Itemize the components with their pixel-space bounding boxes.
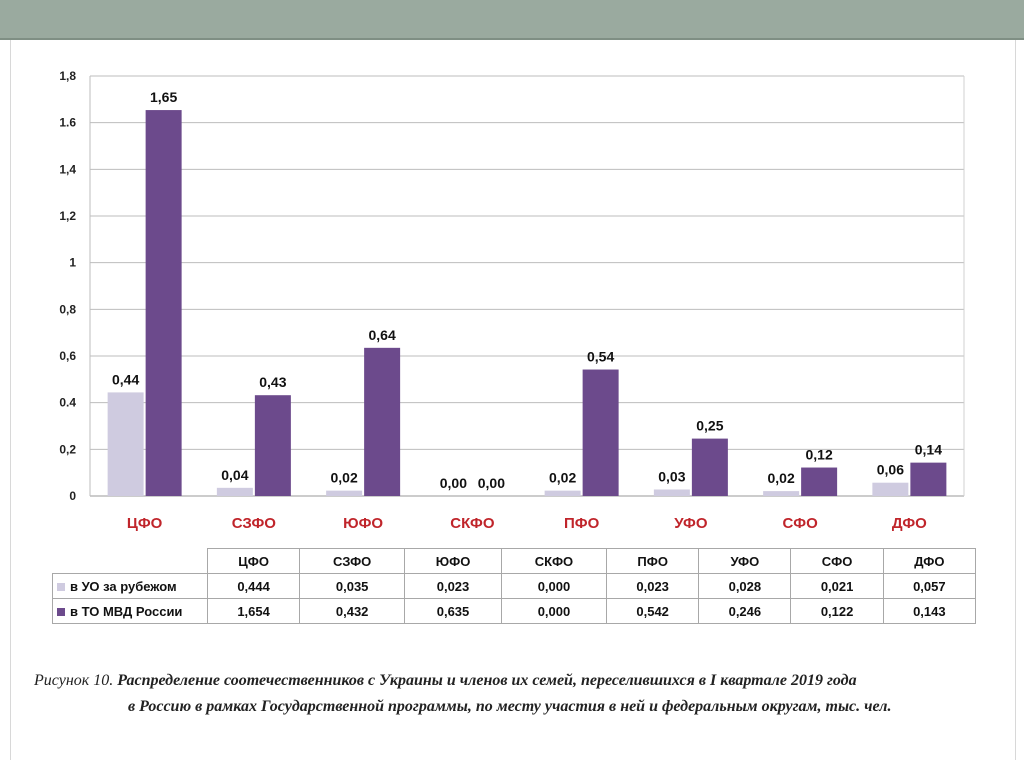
table-cell: 0,246 — [698, 598, 792, 624]
y-tick-label: 1,8 — [59, 69, 76, 83]
table-cell: 0,028 — [698, 573, 792, 599]
table-column-header: СФО — [790, 548, 884, 574]
table-series-name: в УО за рубежом — [52, 573, 208, 599]
table-column-header: ПФО — [606, 548, 700, 574]
data-label: 0,43 — [259, 374, 286, 390]
data-label: 0,02 — [331, 470, 358, 486]
y-tick-label: 0.4 — [59, 396, 76, 410]
table-series-name: в ТО МВД России — [52, 598, 208, 624]
y-tick-label: 1,4 — [59, 162, 76, 176]
slide-frame — [10, 40, 1016, 760]
bar-abroad — [216, 487, 253, 496]
table-row: в ТО МВД России 1,654 0,432 0,635 0,000 0,542… — [52, 598, 977, 624]
legend-swatch — [57, 608, 65, 617]
data-table: ЦФО СЗФО ЮФО СКФО ПФО УФО СФО ДФО в УО за рубеж… — [52, 548, 977, 624]
table-corner-cell — [52, 548, 208, 574]
table-column-header: ДФО — [882, 548, 977, 574]
caption-line-1: Распределение соотечественников с Украин… — [117, 672, 857, 689]
category-label: ЦФО — [127, 515, 163, 532]
data-label: 0,14 — [915, 442, 942, 458]
table-cell: 0,542 — [606, 598, 700, 624]
bar-abroad — [107, 392, 144, 496]
y-tick-label: 1,2 — [59, 209, 76, 223]
data-label: 0,44 — [112, 371, 139, 387]
header-bar — [0, 0, 1024, 40]
table-column-header: ЦФО — [206, 548, 301, 574]
data-label: 0,25 — [696, 418, 723, 434]
y-tick-label: 0,8 — [59, 302, 76, 316]
caption-lead: Рисунок 10. — [34, 672, 114, 689]
y-tick-label: 0,2 — [59, 442, 76, 456]
data-label: 0,02 — [768, 470, 795, 486]
data-label: 0,02 — [549, 470, 576, 486]
category-label: ПФО — [564, 515, 600, 532]
data-label: 0,12 — [806, 447, 833, 463]
bar-abroad — [653, 489, 690, 496]
bar-mvd — [910, 462, 947, 496]
category-label: СФО — [782, 515, 818, 532]
category-label: УФО — [674, 515, 708, 532]
table-cell: 0,635 — [404, 598, 502, 624]
table-cell: 0,000 — [500, 573, 608, 599]
bar-abroad — [326, 490, 363, 496]
bar-mvd — [582, 369, 619, 496]
table-header-row: ЦФО СЗФО ЮФО СКФО ПФО УФО СФО ДФО — [52, 548, 977, 574]
bar-abroad — [763, 491, 800, 496]
table-cell: 0,432 — [299, 598, 406, 624]
data-label: 0,00 — [478, 475, 505, 491]
legend-label: в УО за рубежом — [70, 578, 177, 594]
bar-mvd — [691, 438, 728, 496]
caption-line-2: в Россию в рамках Государственной програ… — [128, 698, 892, 715]
table-cell: 0,021 — [790, 573, 884, 599]
y-tick-label: 1 — [69, 256, 76, 270]
table-cell: 0,057 — [882, 573, 977, 599]
category-label: СЗФО — [232, 515, 276, 532]
bar-chart: 0 0,2 0.4 0,6 0,8 1 1,2 1,4 1.6 1,8 0,44 1,65 ЦФО 0,0… — [59, 69, 965, 532]
data-label: 0,54 — [587, 349, 614, 365]
table-cell: 0,023 — [404, 573, 502, 599]
category-label: ЮФО — [343, 515, 383, 532]
bar-mvd — [254, 395, 291, 496]
data-label: 0,06 — [877, 462, 904, 478]
bar-abroad — [872, 482, 909, 496]
data-label: 0,00 — [440, 475, 467, 491]
figure-caption: Рисунок 10. Распределение соотечественни… — [34, 668, 1004, 720]
y-tick-label: 0,6 — [59, 349, 76, 363]
bar-mvd — [801, 467, 838, 496]
table-cell: 0,000 — [500, 598, 608, 624]
table-cell: 0,122 — [790, 598, 884, 624]
table-cell: 1,654 — [206, 598, 301, 624]
category-label: СКФО — [450, 515, 495, 532]
y-tick-label: 0 — [69, 489, 76, 503]
legend-label: в ТО МВД России — [70, 603, 183, 619]
y-tick-label: 1.6 — [59, 116, 76, 130]
table-column-header: СКФО — [500, 548, 608, 574]
data-label: 0,64 — [369, 327, 396, 343]
table-column-header: СЗФО — [299, 548, 406, 574]
bar-mvd — [364, 347, 401, 496]
bar-abroad — [544, 490, 581, 496]
table-cell: 0,444 — [206, 573, 301, 599]
legend-swatch — [57, 583, 65, 592]
table-cell: 0,143 — [882, 598, 977, 624]
table-cell: 0,023 — [606, 573, 700, 599]
table-row: в УО за рубежом 0,444 0,035 0,023 0,000 0,023… — [52, 573, 977, 599]
data-label: 0,04 — [221, 467, 248, 483]
table-column-header: УФО — [698, 548, 792, 574]
data-label: 0,03 — [658, 468, 685, 484]
bar-mvd — [145, 110, 182, 497]
table-cell: 0,035 — [299, 573, 406, 599]
table-column-header: ЮФО — [404, 548, 502, 574]
data-label: 1,65 — [150, 89, 177, 105]
category-label: ДФО — [892, 515, 927, 532]
